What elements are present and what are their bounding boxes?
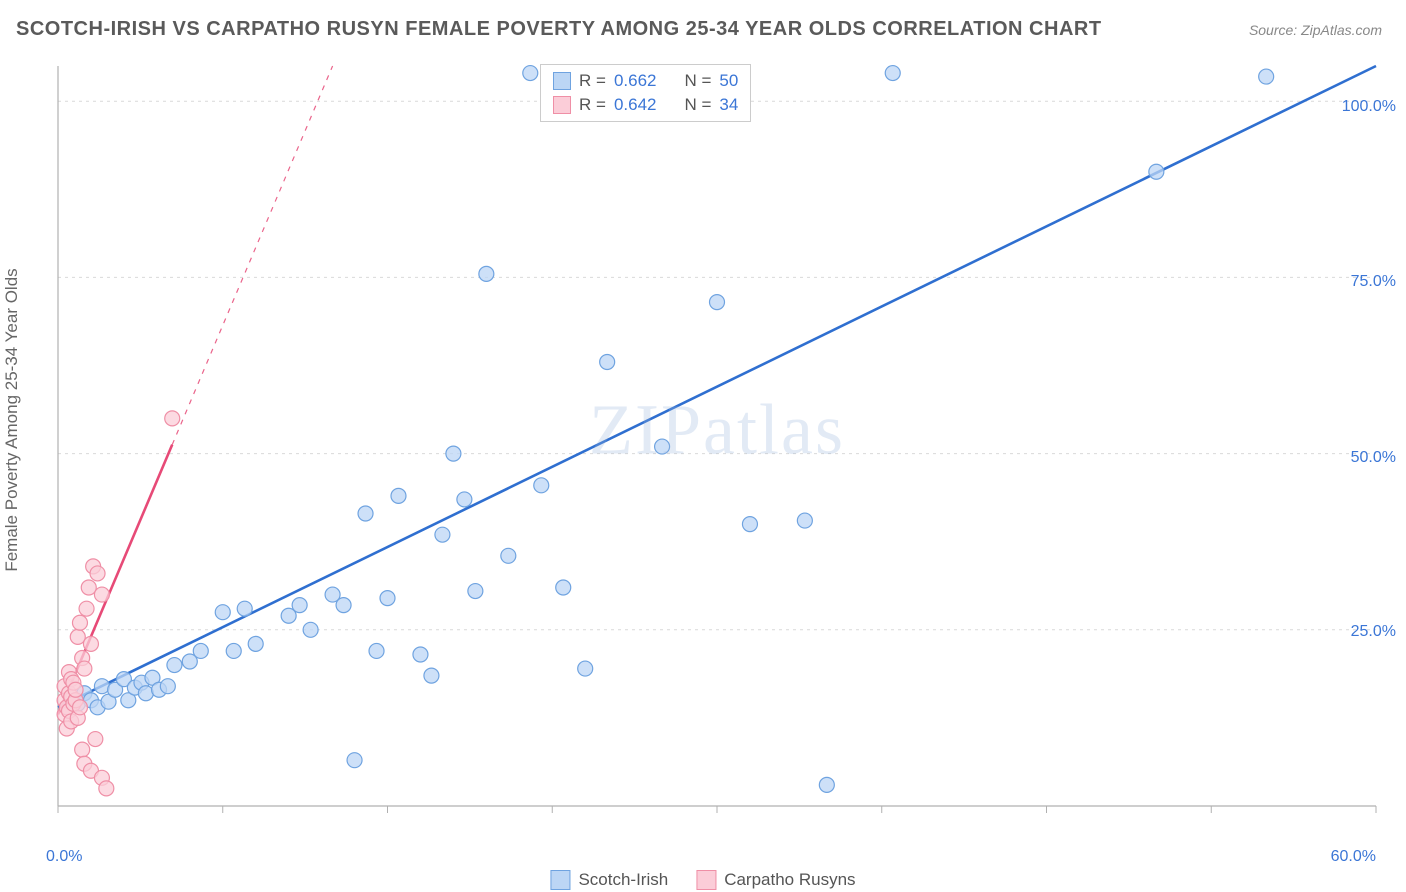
- legend-label-scotch-irish: Scotch-Irish: [578, 870, 668, 890]
- source-attribution: Source: ZipAtlas.com: [1249, 22, 1382, 38]
- y-tick-25: 25.0%: [1351, 623, 1396, 641]
- r-label: R =: [579, 95, 606, 115]
- n-value-carpatho: 34: [719, 95, 738, 115]
- legend: Scotch-Irish Carpatho Rusyns: [550, 870, 855, 890]
- y-tick-50: 50.0%: [1351, 449, 1396, 467]
- r-value-scotch-irish: 0.662: [614, 71, 657, 91]
- legend-label-carpatho: Carpatho Rusyns: [724, 870, 855, 890]
- chart-title: SCOTCH-IRISH VS CARPATHO RUSYN FEMALE PO…: [16, 18, 1102, 41]
- legend-item-scotch-irish: Scotch-Irish: [550, 870, 668, 890]
- chart-area: ZIPatlas: [52, 60, 1382, 830]
- y-tick-100: 100.0%: [1342, 98, 1396, 116]
- y-tick-75: 75.0%: [1351, 273, 1396, 291]
- scatter-plot: [52, 60, 1382, 830]
- stats-row-carpatho: R = 0.642 N = 34: [553, 93, 738, 117]
- y-axis-label: Female Poverty Among 25-34 Year Olds: [2, 268, 22, 571]
- correlation-stats-box: R = 0.662 N = 50 R = 0.642 N = 34: [540, 64, 751, 122]
- r-label: R =: [579, 71, 606, 91]
- legend-swatch-scotch-irish: [550, 870, 570, 890]
- legend-swatch-carpatho: [696, 870, 716, 890]
- n-label: N =: [684, 71, 711, 91]
- stats-row-scotch-irish: R = 0.662 N = 50: [553, 69, 738, 93]
- swatch-carpatho: [553, 96, 571, 114]
- x-tick-0: 0.0%: [46, 848, 82, 866]
- x-tick-60: 60.0%: [1331, 848, 1376, 866]
- n-value-scotch-irish: 50: [719, 71, 738, 91]
- r-value-carpatho: 0.642: [614, 95, 657, 115]
- n-label: N =: [684, 95, 711, 115]
- swatch-scotch-irish: [553, 72, 571, 90]
- legend-item-carpatho: Carpatho Rusyns: [696, 870, 855, 890]
